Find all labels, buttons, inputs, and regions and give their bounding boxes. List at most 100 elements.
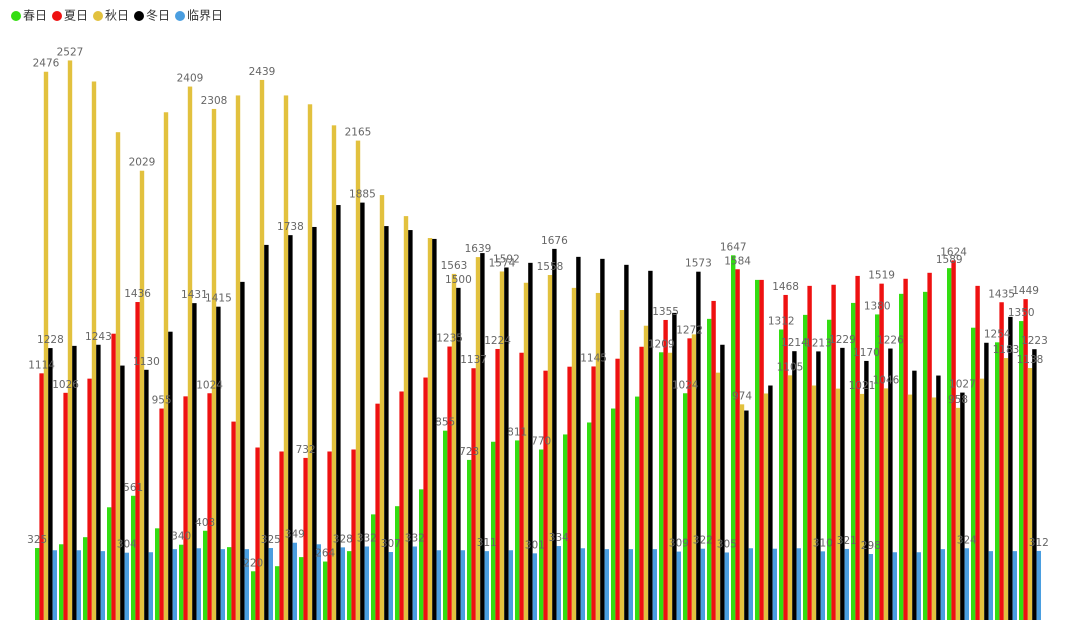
bar xyxy=(639,346,644,620)
bar xyxy=(227,547,232,620)
bar xyxy=(975,285,980,620)
bar xyxy=(844,548,849,620)
bar xyxy=(687,338,692,620)
bar xyxy=(807,285,812,620)
bar xyxy=(903,278,908,620)
bar xyxy=(759,279,764,620)
value-label: 1130 xyxy=(133,356,160,368)
bar xyxy=(787,375,793,620)
value-label: 325 xyxy=(27,534,47,546)
value-label: 1213 xyxy=(805,337,832,349)
value-label: 1145 xyxy=(580,352,607,364)
bar xyxy=(475,257,481,620)
value-label: 1183 xyxy=(993,344,1020,356)
bar xyxy=(456,287,461,620)
bar xyxy=(875,314,880,620)
bar xyxy=(323,561,328,620)
bar xyxy=(231,421,236,620)
bar xyxy=(192,303,197,620)
value-label: 1214 xyxy=(781,337,808,349)
bar xyxy=(107,507,112,620)
bar xyxy=(567,366,572,620)
value-label: 1024 xyxy=(196,379,223,391)
value-label: 2165 xyxy=(345,127,372,139)
bar xyxy=(408,230,413,621)
legend-marker xyxy=(175,11,185,21)
value-label: 1223 xyxy=(1021,335,1048,347)
bar xyxy=(159,408,164,620)
bar xyxy=(347,551,352,620)
bar xyxy=(327,451,332,620)
bar xyxy=(43,71,49,620)
bar xyxy=(772,548,777,620)
bar xyxy=(172,549,177,620)
value-label: 1435 xyxy=(988,288,1015,300)
bar xyxy=(595,292,601,620)
bar xyxy=(739,404,745,620)
bar xyxy=(735,269,740,620)
bar xyxy=(504,267,509,620)
bar xyxy=(211,108,217,620)
bar xyxy=(495,348,500,620)
value-label: 1380 xyxy=(864,300,891,312)
bar xyxy=(899,293,904,620)
bar xyxy=(355,140,361,620)
bar xyxy=(659,352,664,620)
legend-marker xyxy=(11,11,21,21)
value-label: 340 xyxy=(171,531,191,543)
value-label: 955 xyxy=(152,395,172,407)
bar xyxy=(892,552,897,620)
value-label: 1558 xyxy=(537,261,564,273)
bar xyxy=(888,348,893,620)
bar xyxy=(183,396,188,620)
bar xyxy=(955,407,961,620)
value-label: 1209 xyxy=(648,338,675,350)
legend-label: 临界日 xyxy=(187,9,223,23)
bar xyxy=(676,551,681,620)
bar xyxy=(971,327,976,620)
bar xyxy=(423,377,428,620)
bar xyxy=(371,514,376,620)
bar xyxy=(124,552,129,620)
bar xyxy=(52,550,57,620)
value-label: 1138 xyxy=(1017,354,1044,366)
bar xyxy=(912,370,917,620)
bar xyxy=(436,550,441,620)
bar xyxy=(652,549,657,620)
bar xyxy=(715,372,721,620)
bar xyxy=(275,566,280,620)
bar xyxy=(936,375,941,620)
bar xyxy=(419,489,424,620)
bar xyxy=(443,430,448,620)
bar xyxy=(964,548,969,620)
value-label: 1024 xyxy=(672,379,699,391)
bar xyxy=(731,255,736,621)
bar xyxy=(628,549,633,620)
bar xyxy=(360,202,365,620)
bar xyxy=(720,344,725,620)
bar xyxy=(532,553,537,620)
bar xyxy=(216,306,221,620)
bar xyxy=(648,270,653,620)
bar xyxy=(835,388,841,620)
value-label: 1647 xyxy=(720,241,747,253)
bar xyxy=(783,294,788,620)
bar xyxy=(619,310,625,620)
bar xyxy=(220,549,225,620)
bar xyxy=(927,272,932,620)
bar xyxy=(120,365,125,620)
bar xyxy=(427,238,433,621)
value-label: 2308 xyxy=(201,95,228,107)
bar xyxy=(403,216,409,620)
value-label: 2029 xyxy=(129,157,156,169)
bar xyxy=(447,346,452,620)
value-label: 264 xyxy=(315,548,335,560)
bar xyxy=(744,410,749,620)
bar xyxy=(840,347,845,620)
legend-label: 秋日 xyxy=(105,9,129,23)
bar xyxy=(827,319,832,620)
value-label: 1563 xyxy=(441,260,468,272)
bar xyxy=(336,205,341,621)
bar xyxy=(960,392,965,620)
bar xyxy=(279,451,284,620)
